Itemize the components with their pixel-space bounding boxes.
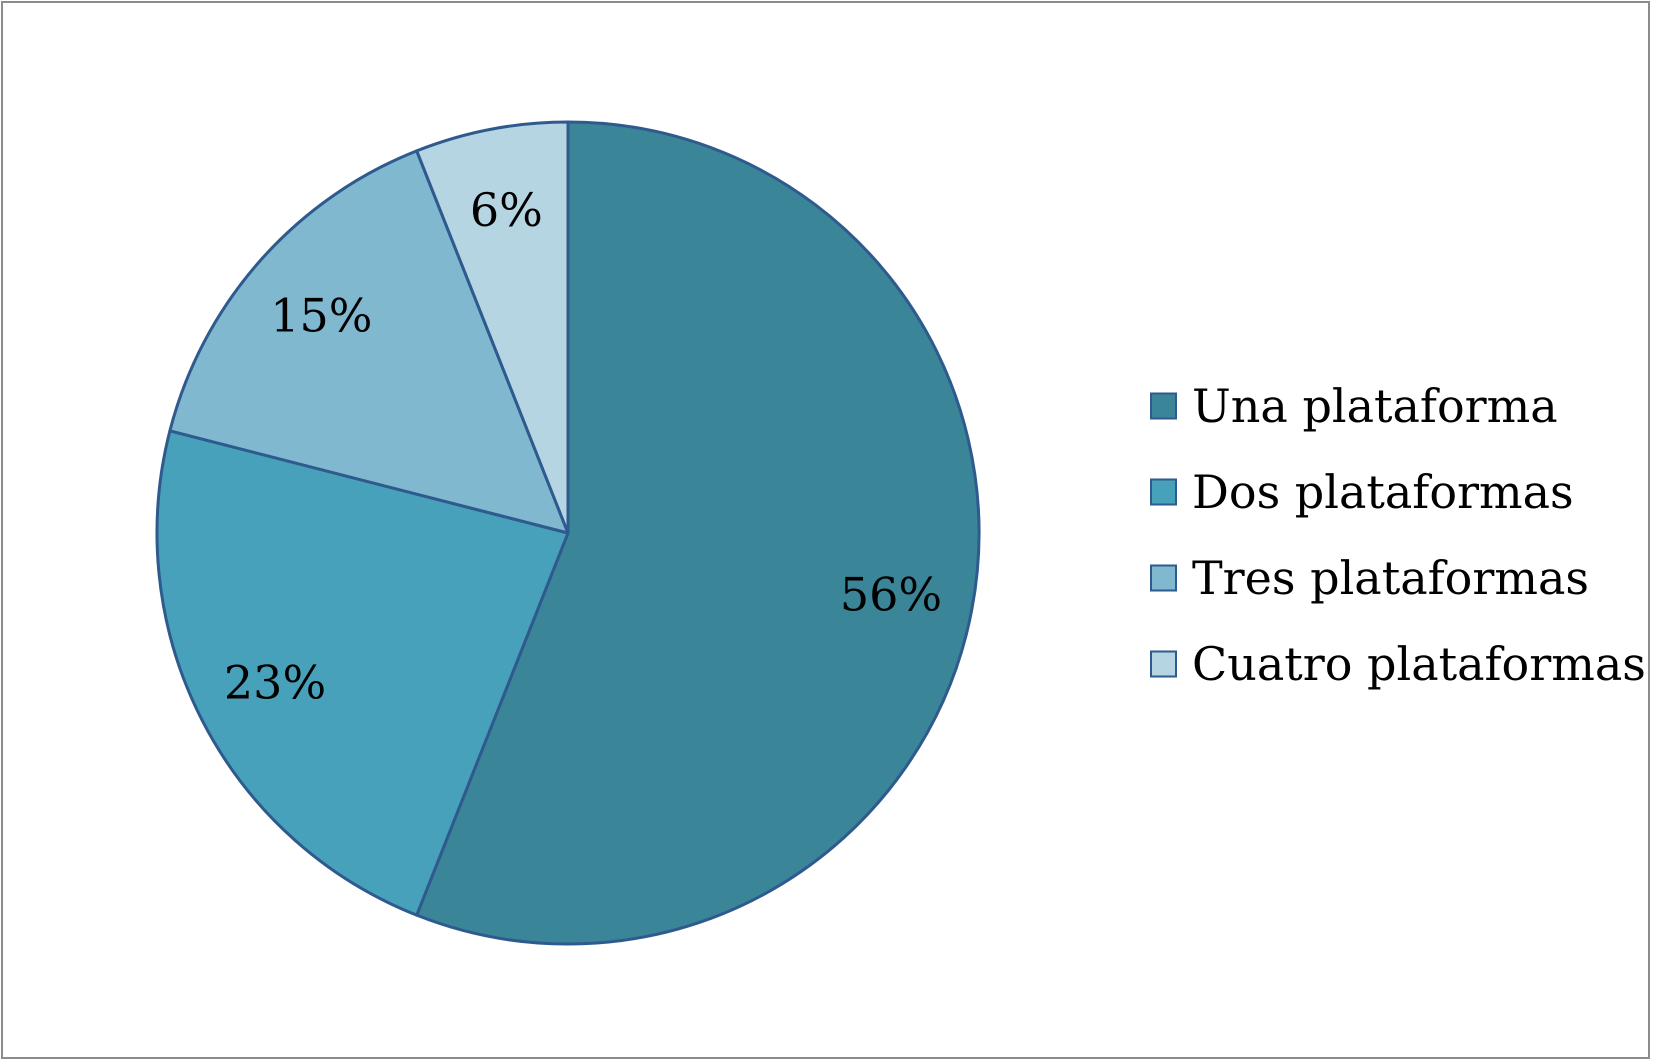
data-label-3: 15% <box>270 289 372 343</box>
legend-swatch-2 <box>1150 478 1177 506</box>
data-label-2: 23% <box>224 655 326 709</box>
pie-slice-3 <box>168 149 570 535</box>
pie-slice-1 <box>415 120 981 946</box>
legend: Una plataforma Dos plataformas Tres plataf… <box>1150 379 1646 691</box>
pie-data-labels: 56% 23% 15% 6% <box>224 183 942 709</box>
pie-slices <box>155 120 981 946</box>
legend-label-1: Una plataforma <box>1192 379 1558 433</box>
legend-item-3: Tres plataformas <box>1150 551 1589 605</box>
pie-slice-4 <box>415 120 570 535</box>
legend-swatch-1 <box>1150 392 1177 420</box>
pie-chart: 56% 23% 15% 6% Una plataforma Dos plataforma… <box>155 120 1646 946</box>
data-label-1: 56% <box>840 568 942 622</box>
legend-swatch-4 <box>1150 650 1177 678</box>
legend-swatch-3 <box>1150 564 1177 592</box>
legend-item-1: Una plataforma <box>1150 379 1558 433</box>
legend-label-3: Tres plataformas <box>1192 551 1589 605</box>
pie-slice-2 <box>155 429 570 917</box>
legend-label-2: Dos plataformas <box>1192 465 1574 519</box>
legend-item-2: Dos plataformas <box>1150 465 1574 519</box>
legend-label-4: Cuatro plataformas <box>1192 637 1646 691</box>
data-label-4: 6% <box>470 183 543 237</box>
legend-item-4: Cuatro plataformas <box>1150 637 1646 691</box>
